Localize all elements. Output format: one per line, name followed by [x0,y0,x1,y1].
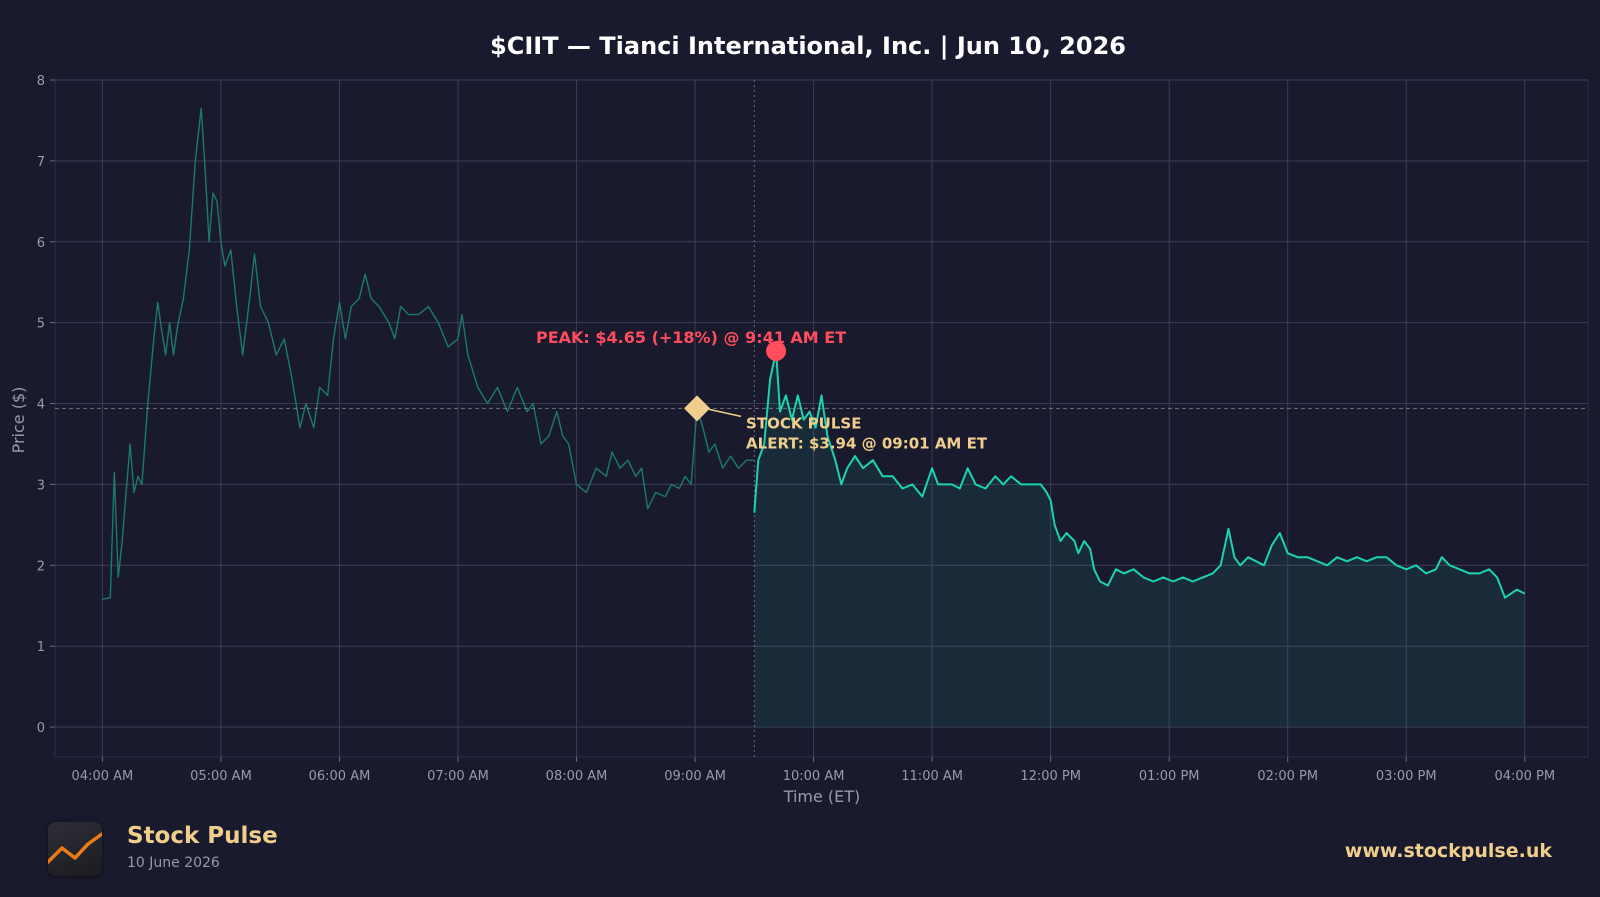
x-tick-label: 04:00 PM [1494,769,1555,784]
x-tick-label: 03:00 PM [1376,769,1437,784]
brand-name: Stock Pulse [127,823,278,849]
brand-date: 10 June 2026 [127,855,220,871]
x-axis-label: Time (ET) [783,787,861,806]
x-tick-label: 05:00 AM [190,769,252,784]
x-tick-label: 02:00 PM [1257,769,1318,784]
pre-market-line [102,107,755,600]
regular-session-line [753,350,1526,599]
y-tick-label: 2 [37,559,45,574]
y-tick-label: 3 [37,478,45,493]
y-tick-label: 5 [37,317,45,332]
alert-diamond-marker [684,395,711,422]
x-tick-label: 07:00 AM [427,769,489,784]
y-tick-label: 8 [37,74,45,89]
x-tick-label: 10:00 AM [783,769,845,784]
chart-title: $CIIT — Tianci International, Inc. | Jun… [490,32,1126,60]
y-tick-label: 0 [37,721,45,736]
website-link[interactable]: www.stockpulse.uk [1344,840,1552,862]
alert-label-line1: STOCK PULSE [746,414,861,432]
trend-chart-icon [48,832,102,864]
y-tick-label: 7 [37,155,45,170]
peak-label: PEAK: $4.65 (+18%) @ 9:41 AM ET [536,328,846,347]
alert-label-line2: ALERT: $3.94 @ 09:01 AM ET [746,434,988,452]
stock-pulse-logo [48,822,102,876]
x-tick-label: 08:00 AM [546,769,608,784]
x-tick-label: 04:00 AM [72,769,134,784]
y-tick-label: 6 [37,236,45,251]
y-axis-label: Price ($) [9,387,28,454]
x-tick-label: 01:00 PM [1139,769,1200,784]
alert-connector [708,408,742,418]
y-tick-label: 4 [37,398,45,413]
x-tick-label: 06:00 AM [309,769,371,784]
session-area-fill [754,351,1525,728]
x-tick-label: 09:00 AM [664,769,726,784]
y-tick-label: 1 [37,640,45,655]
x-tick-label: 11:00 AM [901,769,963,784]
peak-marker [766,340,787,361]
x-tick-label: 12:00 PM [1020,769,1081,784]
